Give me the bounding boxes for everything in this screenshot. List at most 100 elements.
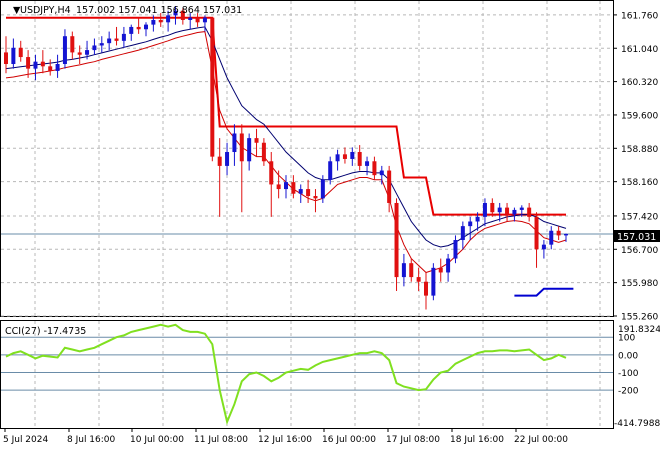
time-label: 22 Jul 00:00 — [514, 435, 568, 445]
candle-up — [431, 267, 436, 296]
candle-down — [534, 216, 539, 250]
time-label: 10 Jul 00:00 — [130, 435, 184, 445]
candle-down — [313, 196, 318, 199]
candle-up — [335, 154, 340, 162]
cci-level-lines — [1, 336, 613, 391]
candle-up — [475, 216, 480, 222]
price-tick-label: 160.320 — [621, 78, 658, 88]
candle-down — [424, 281, 428, 296]
candle-down — [306, 189, 311, 197]
price-tick-label: 156.700 — [621, 246, 658, 256]
candle-down — [394, 202, 399, 278]
candle-down — [357, 152, 362, 166]
time-label: 12 Jul 16:00 — [258, 435, 312, 445]
candle-down — [239, 133, 244, 162]
price-tick-label: 158.880 — [621, 145, 658, 155]
candle-down — [291, 182, 296, 194]
candle-up — [188, 17, 193, 20]
candle-up — [379, 170, 384, 176]
candle-down — [409, 263, 414, 278]
candle-up — [320, 179, 325, 199]
candle-down — [180, 10, 185, 20]
candle-up — [151, 19, 156, 25]
candle-down — [556, 230, 561, 236]
candle-up — [298, 189, 303, 194]
candle-up — [564, 234, 568, 236]
cci-tick-label: 0.00 — [618, 351, 638, 361]
time-label: 17 Jul 08:00 — [386, 435, 440, 445]
candle-up — [247, 138, 252, 162]
candle-up — [62, 36, 67, 64]
price-tick-label: 161.040 — [621, 45, 658, 55]
candle-down — [387, 170, 392, 203]
candle-down — [372, 161, 377, 176]
candle-down — [4, 52, 8, 64]
candle-up — [497, 207, 502, 213]
candle-up — [107, 38, 112, 44]
candle-down — [505, 207, 510, 215]
candle-down — [136, 26, 141, 30]
cci-max-label: 191.8324 — [618, 325, 660, 335]
candle-down — [416, 277, 421, 282]
candle-up — [202, 17, 207, 23]
candle-up — [92, 45, 97, 51]
cci-label: CCI(27) -17.4735 — [5, 326, 86, 337]
candle-down — [217, 156, 222, 166]
candle-up — [460, 226, 465, 241]
cci-plot — [5, 323, 567, 426]
candle-down — [210, 17, 215, 157]
candle-up — [468, 221, 473, 227]
cci-plot-frame — [0, 320, 614, 429]
candle-down — [18, 47, 23, 58]
candle-up — [284, 182, 288, 190]
axis-labels: 161.760 161.040 160.320 159.600 158.880 158.1… — [3, 11, 660, 445]
candle-up — [446, 258, 451, 273]
price-tick-label: 157.420 — [621, 212, 658, 222]
candle-down — [40, 61, 45, 67]
price-tick-label: 155.260 — [621, 313, 658, 323]
candle-up — [232, 133, 237, 153]
fast-ma-line — [5, 26, 567, 248]
candle-up — [401, 263, 406, 278]
candle-down — [261, 142, 266, 162]
candle-down — [195, 17, 200, 23]
candle-up — [129, 26, 134, 34]
candle-up — [519, 207, 524, 210]
price-plot — [4, 6, 574, 310]
candle-up — [512, 209, 517, 215]
candle-up — [121, 33, 126, 41]
time-label: 5 Jul 2024 — [3, 435, 48, 445]
candle-up — [541, 244, 546, 250]
price-tick-label: 161.760 — [621, 11, 658, 21]
cci-line — [5, 323, 567, 426]
candle-down — [490, 202, 495, 213]
trailing-stop-low-line — [514, 287, 574, 297]
cci-tick-label: -100 — [618, 369, 639, 379]
cci-tick-label: 100 — [618, 334, 635, 344]
candle-up — [549, 230, 554, 245]
time-label: 16 Jul 00:00 — [322, 435, 376, 445]
candle-up — [144, 24, 148, 30]
candle-up — [33, 61, 38, 69]
time-label: 11 Jul 08:00 — [194, 435, 248, 445]
candle-up — [225, 152, 230, 166]
candle-up — [365, 161, 370, 166]
chart-title-icon: ▼ — [13, 5, 21, 16]
candle-up — [55, 64, 60, 71]
cci-min-label: -414.7988 — [614, 419, 660, 429]
time-label: 18 Jul 16:00 — [450, 435, 504, 445]
current-price-label: 157.031 — [617, 232, 656, 243]
candle-down — [438, 267, 443, 273]
candle-down — [77, 52, 82, 55]
candle-up — [99, 43, 104, 46]
price-tick-label: 155.980 — [621, 279, 658, 289]
candle-up — [173, 10, 178, 16]
candle-down — [70, 36, 75, 53]
candle-up — [328, 161, 333, 180]
candle-down — [158, 19, 163, 23]
candle-up — [350, 152, 355, 159]
candle-down — [276, 184, 281, 190]
ohlc-values: 157.002 157.041 156.864 157.031 — [76, 5, 242, 16]
price-tick-label: 159.600 — [621, 111, 658, 121]
